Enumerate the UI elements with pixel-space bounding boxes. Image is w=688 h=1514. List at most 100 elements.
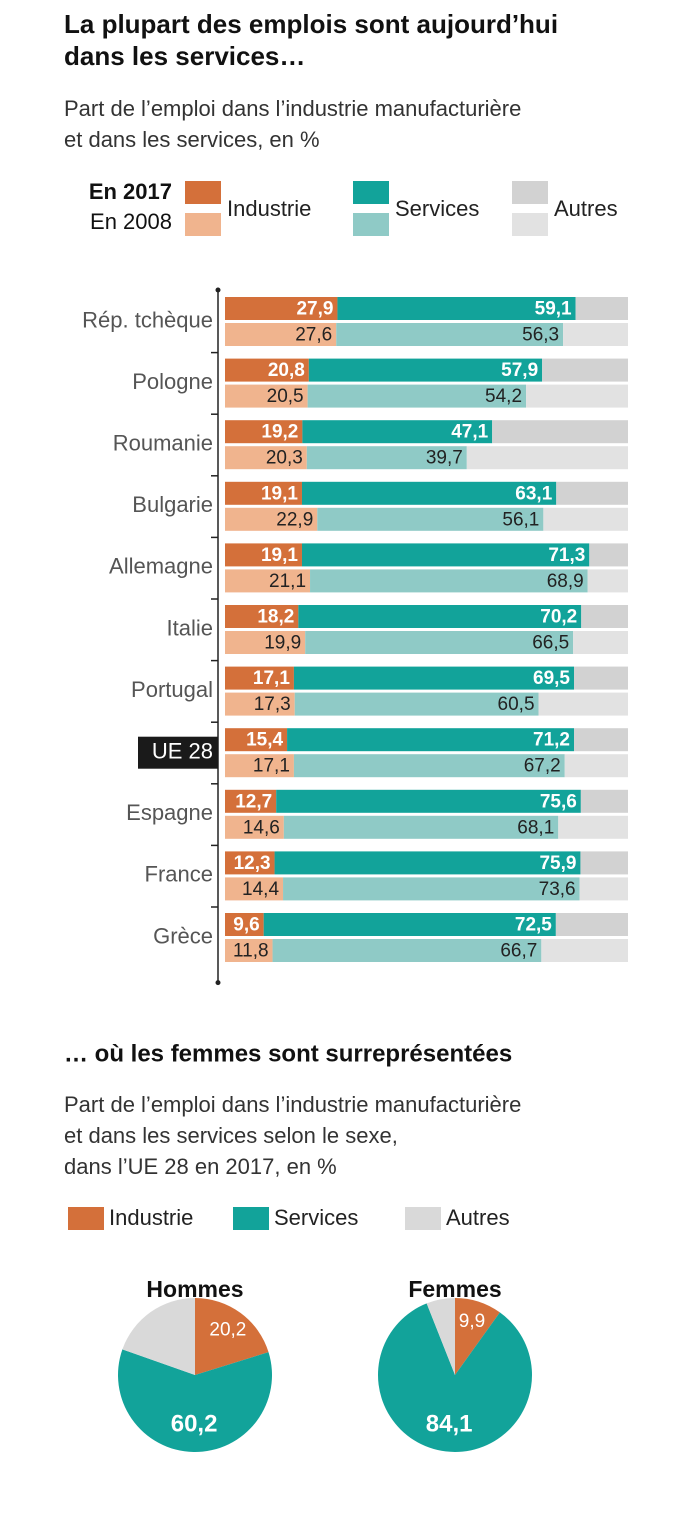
category-label: France	[145, 862, 213, 887]
bar-segment	[573, 666, 628, 690]
bar-segment	[225, 297, 338, 320]
pie-label: 60,2	[171, 1410, 218, 1437]
bar-segment	[225, 358, 309, 382]
value-label: 68,1	[517, 817, 554, 838]
bar-segment	[293, 666, 574, 690]
pie-slice	[122, 1298, 195, 1375]
value-label: 20,3	[266, 448, 303, 469]
value-label: 67,2	[524, 756, 561, 777]
bar-segment	[492, 420, 628, 444]
pie-slice	[195, 1298, 269, 1375]
value-label: 68,9	[547, 571, 584, 592]
value-label: 73,6	[539, 879, 576, 900]
legend-swatch	[353, 213, 389, 236]
value-label: 9,6	[233, 915, 259, 936]
bar-segment	[225, 728, 288, 752]
value-label: 63,1	[515, 483, 552, 504]
bar-segment	[225, 939, 273, 962]
bar-segment	[301, 543, 590, 567]
bar-segment	[225, 569, 311, 593]
bar-segment	[225, 446, 307, 470]
category-label: Grèce	[153, 923, 213, 948]
chart-subtitle: et dans les services selon le sexe,	[64, 1123, 398, 1148]
bar-segment	[541, 939, 628, 962]
value-label: 14,6	[243, 817, 280, 838]
pie-slice	[455, 1298, 500, 1375]
value-label: 54,2	[485, 386, 522, 407]
pie-slice	[378, 1303, 532, 1453]
bar-segment	[225, 543, 302, 567]
bar-segment	[337, 297, 576, 320]
legend-swatch	[68, 1207, 104, 1230]
value-label: 57,9	[501, 360, 538, 381]
legend-label: Services	[274, 1205, 358, 1230]
legend-swatch	[405, 1207, 441, 1230]
value-label: 71,2	[533, 730, 570, 751]
value-label: 75,9	[539, 853, 576, 874]
chart-subtitle: Part de l’emploi dans l’industrie manufa…	[64, 96, 521, 121]
legend-label: Autres	[554, 196, 618, 221]
value-label: 59,1	[535, 299, 572, 320]
bar-segment	[542, 358, 628, 382]
value-label: 69,5	[533, 668, 570, 689]
value-label: 27,6	[295, 325, 332, 346]
value-label: 17,1	[253, 756, 290, 777]
legend-label: Autres	[446, 1205, 510, 1230]
legend-swatch	[185, 213, 221, 236]
bar-segment	[301, 481, 557, 505]
bar-segment	[225, 507, 318, 531]
chart-subtitle: Part de l’emploi dans l’industrie manufa…	[64, 1092, 521, 1117]
value-label: 22,9	[276, 509, 313, 530]
legend-swatch	[353, 181, 389, 204]
bar-segment	[573, 631, 628, 654]
bar-segment	[575, 297, 628, 320]
bar-segment	[317, 507, 544, 531]
bar-segment	[526, 384, 628, 408]
pie-label: 9,9	[459, 1311, 485, 1332]
value-label: 17,1	[253, 668, 290, 689]
bar-segment	[225, 323, 337, 346]
pie-title: Femmes	[408, 1276, 501, 1302]
bar-segment	[543, 507, 628, 531]
bar-segment	[310, 569, 588, 593]
value-label: 72,5	[515, 915, 552, 936]
category-label: Allemagne	[109, 554, 213, 579]
value-label: 60,5	[498, 694, 535, 715]
bar-segment	[466, 446, 628, 470]
category-label: Portugal	[131, 677, 213, 702]
value-label: 39,7	[426, 448, 463, 469]
value-label: 20,5	[267, 386, 304, 407]
bar-segment	[225, 605, 299, 628]
category-label: Pologne	[132, 369, 213, 394]
value-label: 56,3	[522, 325, 559, 346]
value-label: 20,8	[268, 360, 305, 381]
highlight-box	[138, 736, 218, 769]
bar-segment	[336, 323, 564, 346]
value-label: 70,2	[540, 607, 577, 628]
bar-segment	[225, 754, 294, 778]
pie-title: Hommes	[146, 1276, 243, 1302]
bar-segment	[307, 384, 527, 408]
bar-segment	[225, 631, 306, 654]
bar-segment	[283, 877, 580, 901]
bar-segment	[580, 789, 628, 813]
value-label: 18,2	[257, 607, 294, 628]
pie-label: 84,1	[426, 1410, 473, 1437]
bar-segment	[558, 815, 628, 839]
bar-segment	[283, 815, 559, 839]
category-label: Espagne	[126, 800, 213, 825]
value-label: 14,4	[242, 879, 279, 900]
bar-segment	[225, 877, 284, 901]
value-label: 12,7	[235, 791, 272, 812]
legend-swatch	[233, 1207, 269, 1230]
chart-subtitle: dans l’UE 28 en 2017, en %	[64, 1154, 337, 1179]
bar-segment	[272, 939, 542, 962]
category-label: UE 28	[152, 739, 213, 764]
legend-label: Industrie	[227, 196, 311, 221]
bar-segment	[274, 851, 581, 875]
bar-segment	[563, 323, 628, 346]
value-label: 11,8	[233, 941, 269, 962]
bar-segment	[225, 815, 284, 839]
value-label: 19,1	[261, 545, 298, 566]
